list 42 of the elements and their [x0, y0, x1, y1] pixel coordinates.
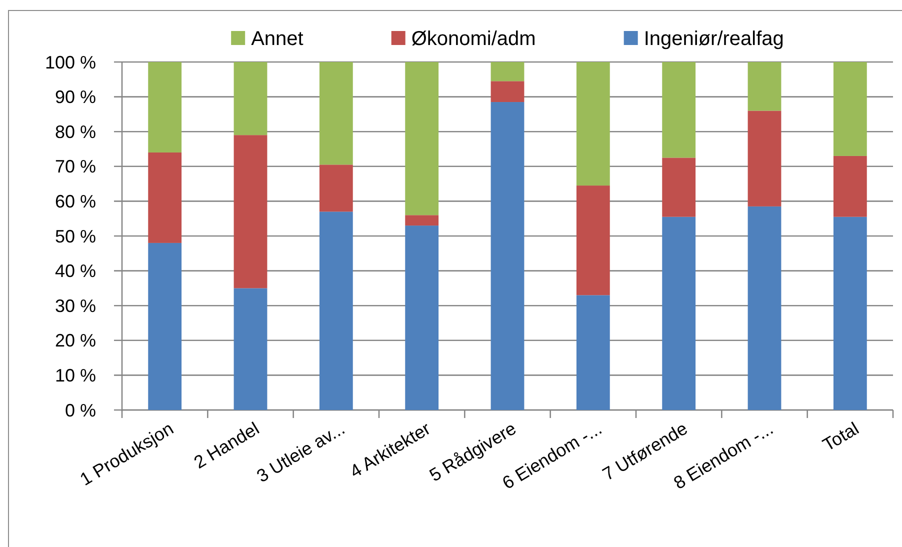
bar	[234, 135, 268, 288]
y-tick-label: 90 %	[54, 87, 96, 108]
bar	[405, 226, 439, 410]
y-tick-label: 40 %	[54, 261, 96, 282]
y-tick-label: 100 %	[44, 52, 96, 72]
bar	[662, 158, 696, 217]
bar	[576, 186, 610, 296]
y-tick-label: 10 %	[54, 366, 96, 386]
bar	[148, 242, 182, 410]
bar	[662, 216, 696, 410]
bar	[405, 62, 439, 216]
y-tick-label: 20 %	[54, 330, 96, 351]
bar	[576, 62, 610, 186]
bar	[490, 81, 524, 102]
bar	[748, 62, 782, 111]
y-tick-label: 80 %	[54, 122, 96, 142]
bar	[833, 156, 867, 217]
bar	[748, 110, 782, 206]
legend-label: Annet	[251, 28, 304, 50]
bar	[576, 295, 610, 410]
y-tick-label: 30 %	[54, 296, 96, 316]
y-tick-label: 60 %	[54, 192, 96, 212]
bar	[833, 62, 867, 156]
bar	[319, 164, 353, 212]
bar	[490, 102, 524, 410]
y-tick-label: 0 %	[64, 400, 96, 420]
y-tick-label: 50 %	[54, 226, 96, 246]
bar	[234, 62, 268, 136]
legend-label: Ingeniør/realfag	[644, 28, 784, 50]
bar	[319, 212, 353, 410]
bar	[662, 62, 696, 158]
bar	[319, 62, 353, 165]
bar	[234, 288, 268, 410]
y-tick-label: 70 %	[54, 156, 96, 177]
bar	[833, 216, 867, 410]
bar	[148, 62, 182, 152]
bar	[405, 215, 439, 226]
bar	[490, 62, 524, 82]
bar	[148, 152, 182, 243]
bar	[748, 206, 782, 410]
x-tick-label: Total	[819, 418, 862, 456]
legend-label: Økonomi/adm	[411, 28, 536, 50]
